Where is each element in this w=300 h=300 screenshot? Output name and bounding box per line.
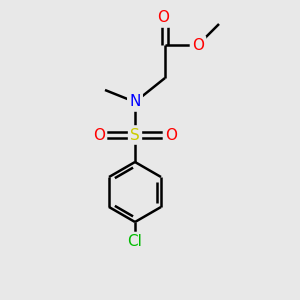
Text: O: O: [192, 38, 204, 52]
Text: O: O: [158, 11, 169, 26]
Text: O: O: [165, 128, 177, 142]
Text: N: N: [129, 94, 141, 110]
Text: O: O: [93, 128, 105, 142]
Text: S: S: [130, 128, 140, 142]
Text: Cl: Cl: [128, 234, 142, 249]
